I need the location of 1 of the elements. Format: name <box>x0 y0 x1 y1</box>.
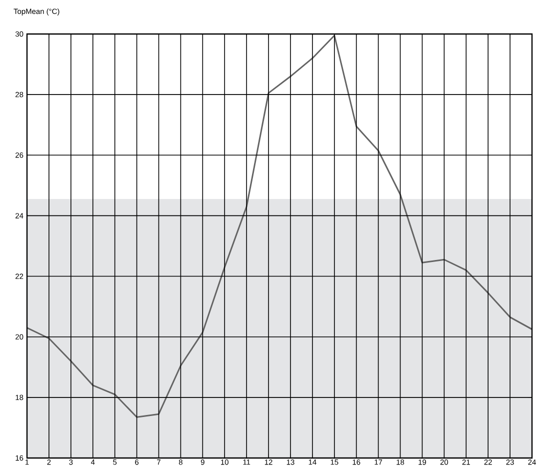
line-series <box>27 34 532 418</box>
